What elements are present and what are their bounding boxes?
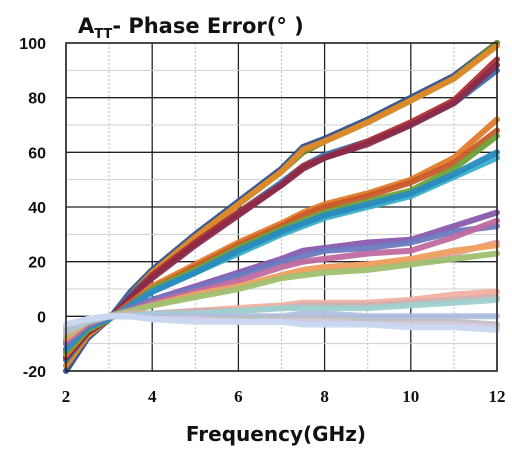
chart-title: ATT- Phase Error(° ) (78, 14, 304, 42)
title-subscript: TT (94, 27, 112, 42)
y-tick-label: 0 (37, 309, 46, 326)
y-tick-labels: -20 0 20 40 60 80 100 (19, 36, 46, 381)
series-line (63, 313, 500, 333)
x-tick-label: 2 (62, 387, 71, 406)
y-tick-label: 40 (28, 200, 46, 217)
x-tick-labels: 2 4 6 8 10 12 (62, 387, 506, 406)
x-tick-label: 8 (320, 387, 329, 406)
y-tick-label: 60 (28, 145, 46, 162)
x-tick-label: 6 (234, 387, 243, 406)
x-tick-label: 4 (148, 387, 157, 406)
x-axis-label: Frequency(GHz) (186, 422, 366, 446)
x-tick-label: 10 (402, 387, 419, 406)
y-tick-label: 20 (28, 255, 46, 272)
x-tick-label: 12 (489, 387, 506, 406)
title-main: A (78, 14, 95, 38)
y-tick-label: 80 (28, 91, 46, 108)
y-tick-label: -20 (23, 364, 46, 381)
series-group (63, 40, 500, 374)
plot-frame (65, 42, 498, 372)
title-rest: - Phase Error(° ) (112, 14, 303, 38)
y-tick-label: 100 (19, 36, 46, 53)
